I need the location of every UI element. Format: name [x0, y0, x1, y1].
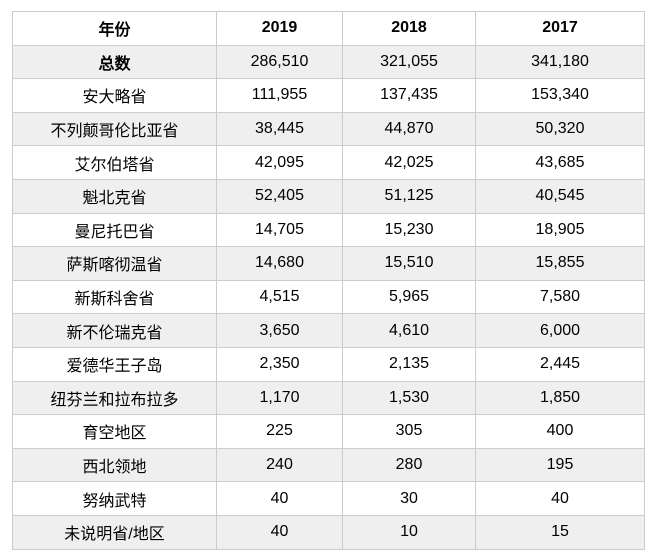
data-cell-2019: 2,350	[216, 346, 343, 382]
data-cell-2017: 15	[475, 514, 645, 550]
column-header-2017: 2017	[475, 11, 645, 46]
data-cell-2018: 280	[342, 447, 476, 483]
data-cell-2019: 4,515	[216, 279, 343, 315]
data-cell-2017: 1,850	[475, 380, 645, 416]
data-cell-2017: 400	[475, 414, 645, 449]
year-province-data-table: 年份 2019 2018 2017 总数 286,510 321,055 341,180 安大…	[12, 11, 645, 550]
data-table-container: 年份 2019 2018 2017 总数 286,510 321,055 341,180 安大…	[12, 11, 645, 550]
data-cell-2019: 14,705	[216, 212, 343, 248]
data-cell-2017: 7,580	[475, 279, 645, 315]
data-cell-2018: 15,230	[342, 212, 476, 248]
row-label: 新斯科舍省	[12, 279, 217, 315]
data-cell-2018: 4,610	[342, 313, 476, 348]
data-cell-2017: 43,685	[475, 145, 645, 180]
row-label: 育空地区	[12, 414, 217, 449]
table-row: 安大略省 111,955 137,435 153,340	[12, 78, 645, 113]
data-cell-2017: 341,180	[475, 44, 645, 80]
table-row: 魁北克省 52,405 51,125 40,545	[12, 178, 645, 214]
data-cell-2019: 1,170	[216, 380, 343, 416]
row-label: 新不伦瑞克省	[12, 313, 217, 348]
table-body: 总数 286,510 321,055 341,180 安大略省 111,955 137,43…	[12, 44, 645, 550]
column-header-2019: 2019	[216, 11, 343, 46]
data-cell-2019: 40	[216, 481, 343, 516]
data-cell-2019: 240	[216, 447, 343, 483]
row-label: 西北领地	[12, 447, 217, 483]
row-label: 爱德华王子岛	[12, 346, 217, 382]
row-label: 未说明省/地区	[12, 514, 217, 550]
row-label: 曼尼托巴省	[12, 212, 217, 248]
table-header: 年份 2019 2018 2017	[12, 11, 645, 46]
data-cell-2019: 38,445	[216, 111, 343, 147]
table-row: 爱德华王子岛 2,350 2,135 2,445	[12, 346, 645, 382]
row-label: 不列颠哥伦比亚省	[12, 111, 217, 147]
data-cell-2017: 40	[475, 481, 645, 516]
data-cell-2018: 42,025	[342, 145, 476, 180]
data-cell-2019: 3,650	[216, 313, 343, 348]
table-row: 萨斯喀彻温省 14,680 15,510 15,855	[12, 246, 645, 281]
row-label: 总数	[12, 44, 217, 80]
data-cell-2017: 195	[475, 447, 645, 483]
table-row: 西北领地 240 280 195	[12, 447, 645, 483]
table-row: 纽芬兰和拉布拉多 1,170 1,530 1,850	[12, 380, 645, 416]
row-label: 安大略省	[12, 78, 217, 113]
table-row: 未说明省/地区 40 10 15	[12, 514, 645, 550]
data-cell-2019: 225	[216, 414, 343, 449]
data-cell-2019: 286,510	[216, 44, 343, 80]
table-row: 不列颠哥伦比亚省 38,445 44,870 50,320	[12, 111, 645, 147]
data-cell-2018: 137,435	[342, 78, 476, 113]
table-row: 新不伦瑞克省 3,650 4,610 6,000	[12, 313, 645, 348]
data-cell-2017: 40,545	[475, 178, 645, 214]
row-label: 艾尔伯塔省	[12, 145, 217, 180]
data-cell-2019: 42,095	[216, 145, 343, 180]
data-cell-2017: 50,320	[475, 111, 645, 147]
data-cell-2018: 10	[342, 514, 476, 550]
table-row: 努纳武特 40 30 40	[12, 481, 645, 516]
table-row: 曼尼托巴省 14,705 15,230 18,905	[12, 212, 645, 248]
data-cell-2017: 18,905	[475, 212, 645, 248]
row-label: 魁北克省	[12, 178, 217, 214]
year-column-header: 年份	[12, 11, 217, 46]
data-cell-2018: 305	[342, 414, 476, 449]
data-cell-2017: 15,855	[475, 246, 645, 281]
data-cell-2018: 15,510	[342, 246, 476, 281]
data-cell-2019: 52,405	[216, 178, 343, 214]
row-label: 纽芬兰和拉布拉多	[12, 380, 217, 416]
table-row: 育空地区 225 305 400	[12, 414, 645, 449]
data-cell-2019: 14,680	[216, 246, 343, 281]
data-cell-2018: 44,870	[342, 111, 476, 147]
column-header-2018: 2018	[342, 11, 476, 46]
data-cell-2018: 2,135	[342, 346, 476, 382]
data-cell-2019: 40	[216, 514, 343, 550]
data-cell-2017: 153,340	[475, 78, 645, 113]
data-cell-2018: 1,530	[342, 380, 476, 416]
row-label: 萨斯喀彻温省	[12, 246, 217, 281]
data-cell-2017: 2,445	[475, 346, 645, 382]
data-cell-2017: 6,000	[475, 313, 645, 348]
row-label: 努纳武特	[12, 481, 217, 516]
table-row: 艾尔伯塔省 42,095 42,025 43,685	[12, 145, 645, 180]
data-cell-2019: 111,955	[216, 78, 343, 113]
data-cell-2018: 5,965	[342, 279, 476, 315]
data-cell-2018: 321,055	[342, 44, 476, 80]
header-row: 年份 2019 2018 2017	[12, 11, 645, 46]
table-row: 新斯科舍省 4,515 5,965 7,580	[12, 279, 645, 315]
data-cell-2018: 51,125	[342, 178, 476, 214]
table-row: 总数 286,510 321,055 341,180	[12, 44, 645, 80]
data-cell-2018: 30	[342, 481, 476, 516]
